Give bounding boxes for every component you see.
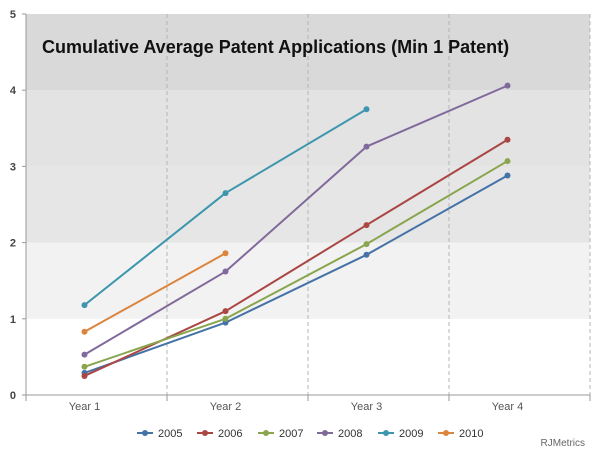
y-tick-label-1: 1 xyxy=(10,314,16,326)
point-2007-year-3[interactable] xyxy=(363,241,370,248)
y-tick-label-3: 3 xyxy=(10,161,16,173)
legend-marker-2009 xyxy=(383,430,389,436)
point-2006-year-1[interactable] xyxy=(81,372,88,379)
legend-marker-2006 xyxy=(202,430,208,436)
y-tick-label-0: 0 xyxy=(10,390,16,402)
legend-label-2008: 2008 xyxy=(338,428,362,440)
legend-item-2006[interactable]: 2006 xyxy=(197,428,242,440)
legend-label-2007: 2007 xyxy=(279,428,303,440)
legend-item-2005[interactable]: 2005 xyxy=(137,428,182,440)
chart-title: Cumulative Average Patent Applications (… xyxy=(42,37,509,57)
point-2008-year-3[interactable] xyxy=(363,143,370,150)
legend-label-2005: 2005 xyxy=(158,428,182,440)
legend-item-2007[interactable]: 2007 xyxy=(258,428,303,440)
series-line-2010[interactable] xyxy=(83,252,227,333)
point-2006-year-2[interactable] xyxy=(222,308,229,315)
legend-item-2009[interactable]: 2009 xyxy=(378,428,423,440)
series-2005[interactable] xyxy=(81,172,511,376)
series-2010[interactable] xyxy=(81,250,229,335)
y-axis-ticks: 0 1 2 3 4 5 xyxy=(10,9,26,402)
legend-label-2010: 2010 xyxy=(459,428,483,440)
y-tick-label-2: 2 xyxy=(10,238,16,250)
legend-marker-2007 xyxy=(263,430,269,436)
point-2005-year-4[interactable] xyxy=(504,172,511,179)
legend-item-2010[interactable]: 2010 xyxy=(438,428,483,440)
series-2007[interactable] xyxy=(81,158,511,370)
point-2009-year-2[interactable] xyxy=(222,190,229,197)
x-tick-label-1: Year 1 xyxy=(69,401,100,413)
legend: 2005 2006 2007 2008 2009 2010 xyxy=(137,428,483,440)
legend-label-2006: 2006 xyxy=(218,428,242,440)
x-tick-label-4: Year 4 xyxy=(492,401,523,413)
legend-marker-2008 xyxy=(322,430,328,436)
legend-label-2009: 2009 xyxy=(399,428,423,440)
point-2010-year-1[interactable] xyxy=(81,328,88,335)
series-line-2007[interactable] xyxy=(83,160,509,368)
series-2009[interactable] xyxy=(81,106,370,309)
point-2007-year-2[interactable] xyxy=(222,315,229,322)
vertical-gridlines xyxy=(166,14,591,395)
x-axis-ticks: Year 1 Year 2 Year 3 Year 4 xyxy=(25,395,591,413)
series-line-2005[interactable] xyxy=(83,174,509,374)
legend-marker-2010 xyxy=(443,430,449,436)
point-2007-year-1[interactable] xyxy=(81,363,88,370)
point-2010-year-2[interactable] xyxy=(222,250,229,257)
x-tick-label-2: Year 2 xyxy=(210,401,241,413)
point-2009-year-1[interactable] xyxy=(81,302,88,309)
y-tick-label-4: 4 xyxy=(10,85,17,97)
series-group xyxy=(81,82,511,379)
point-2008-year-1[interactable] xyxy=(81,351,88,358)
point-2007-year-4[interactable] xyxy=(504,158,511,165)
point-2008-year-4[interactable] xyxy=(504,82,511,89)
series-line-2008[interactable] xyxy=(83,84,509,356)
y-tick-label-5: 5 xyxy=(10,9,16,21)
x-tick-label-3: Year 3 xyxy=(351,401,382,413)
credit-label: RJMetrics xyxy=(541,438,585,449)
point-2009-year-3[interactable] xyxy=(363,106,370,113)
point-2008-year-2[interactable] xyxy=(222,268,229,275)
legend-marker-2005 xyxy=(142,430,148,436)
point-2006-year-3[interactable] xyxy=(363,222,370,229)
legend-item-2008[interactable]: 2008 xyxy=(317,428,362,440)
point-2006-year-4[interactable] xyxy=(504,136,511,143)
point-2005-year-3[interactable] xyxy=(363,251,370,258)
series-2008[interactable] xyxy=(81,82,511,358)
